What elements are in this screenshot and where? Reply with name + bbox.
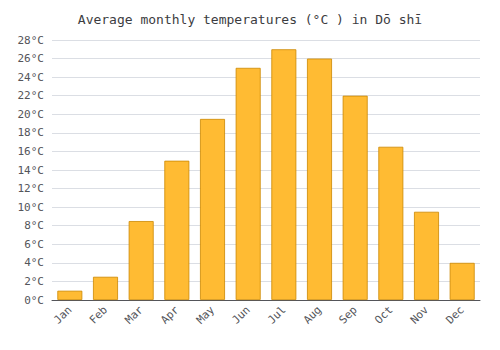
svg-text:10°C: 10°C (18, 201, 45, 214)
svg-text:Jul: Jul (265, 303, 288, 326)
svg-text:20°C: 20°C (18, 108, 45, 121)
svg-text:Sep: Sep (337, 303, 360, 326)
svg-text:Oct: Oct (372, 303, 395, 326)
svg-text:Feb: Feb (87, 303, 110, 326)
svg-text:4°C: 4°C (24, 256, 44, 269)
svg-text:8°C: 8°C (24, 219, 44, 232)
svg-text:24°C: 24°C (18, 71, 45, 84)
svg-text:May: May (194, 303, 217, 326)
svg-text:18°C: 18°C (18, 126, 45, 139)
svg-text:Jun: Jun (230, 303, 253, 326)
svg-text:6°C: 6°C (24, 238, 44, 251)
svg-text:12°C: 12°C (18, 182, 45, 195)
svg-text:Nov: Nov (408, 303, 431, 326)
svg-text:Average monthly temperatures (: Average monthly temperatures (°C ) in Dō… (78, 12, 422, 27)
svg-text:Aug: Aug (301, 303, 324, 326)
svg-text:22°C: 22°C (18, 89, 45, 102)
svg-text:0°C: 0°C (24, 294, 44, 307)
svg-text:16°C: 16°C (18, 145, 45, 158)
svg-text:Jan: Jan (51, 303, 74, 326)
svg-text:14°C: 14°C (18, 164, 45, 177)
svg-text:26°C: 26°C (18, 52, 45, 65)
svg-text:Mar: Mar (123, 303, 146, 326)
svg-text:Dec: Dec (444, 303, 467, 326)
svg-text:2°C: 2°C (24, 275, 44, 288)
svg-text:Apr: Apr (158, 303, 181, 326)
svg-text:28°C: 28°C (18, 34, 45, 47)
